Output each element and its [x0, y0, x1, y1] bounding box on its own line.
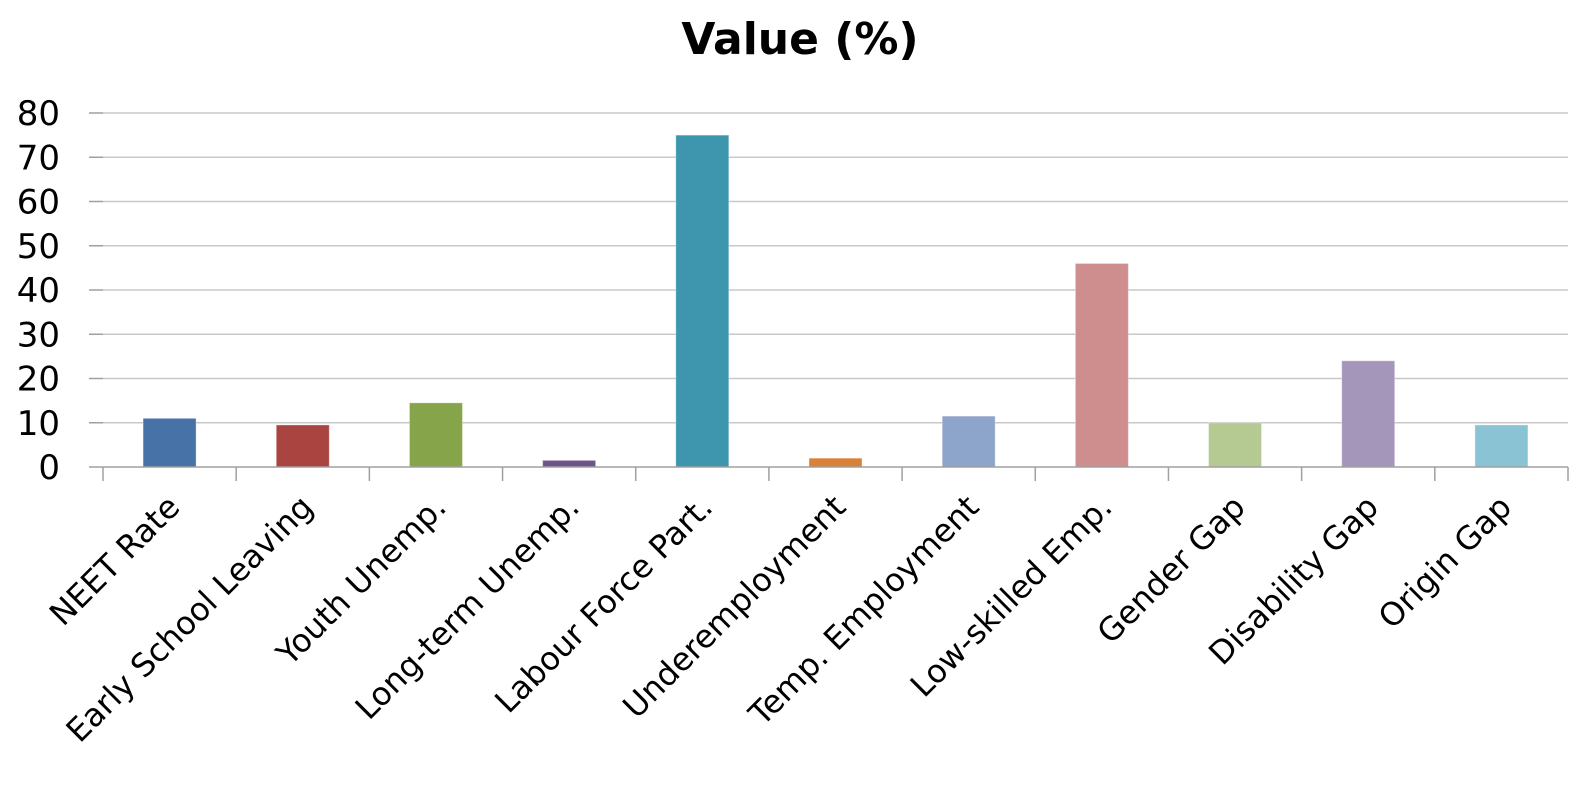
y-tick-label: 10 [17, 404, 60, 444]
y-tick-label: 40 [17, 271, 60, 311]
x-tick-label: NEET Rate [42, 488, 187, 633]
x-tick-label: Origin Gap [1371, 488, 1519, 636]
x-tick-label: Labour Force Part. [487, 488, 720, 721]
chart-title: Value (%) [681, 14, 918, 65]
bar [1074, 262, 1129, 468]
x-axis [102, 466, 1569, 481]
bar [1474, 424, 1529, 468]
bar [941, 415, 996, 468]
y-tick-label: 50 [17, 227, 60, 267]
bar [275, 424, 330, 468]
bars [142, 134, 1529, 468]
bar [675, 134, 730, 468]
x-tick-label: Underemployment [615, 488, 853, 726]
y-tick-label: 70 [17, 138, 60, 178]
x-tick-label: Early School Leaving [59, 488, 321, 750]
bar [1341, 360, 1396, 468]
bar [542, 459, 597, 468]
bar [808, 457, 863, 468]
y-tick-label: 60 [17, 183, 60, 223]
y-tick-label: 0 [38, 448, 60, 488]
bar [142, 417, 197, 468]
x-tick-label: Long-term Unemp. [348, 488, 587, 727]
bar [1208, 422, 1263, 468]
bar [408, 402, 463, 468]
x-tick-label: Temp. Employment [741, 488, 987, 734]
y-tick-label: 80 [17, 94, 60, 134]
y-tick-label: 30 [17, 315, 60, 355]
y-tick-label: 20 [17, 360, 60, 400]
gridlines [103, 112, 1568, 424]
